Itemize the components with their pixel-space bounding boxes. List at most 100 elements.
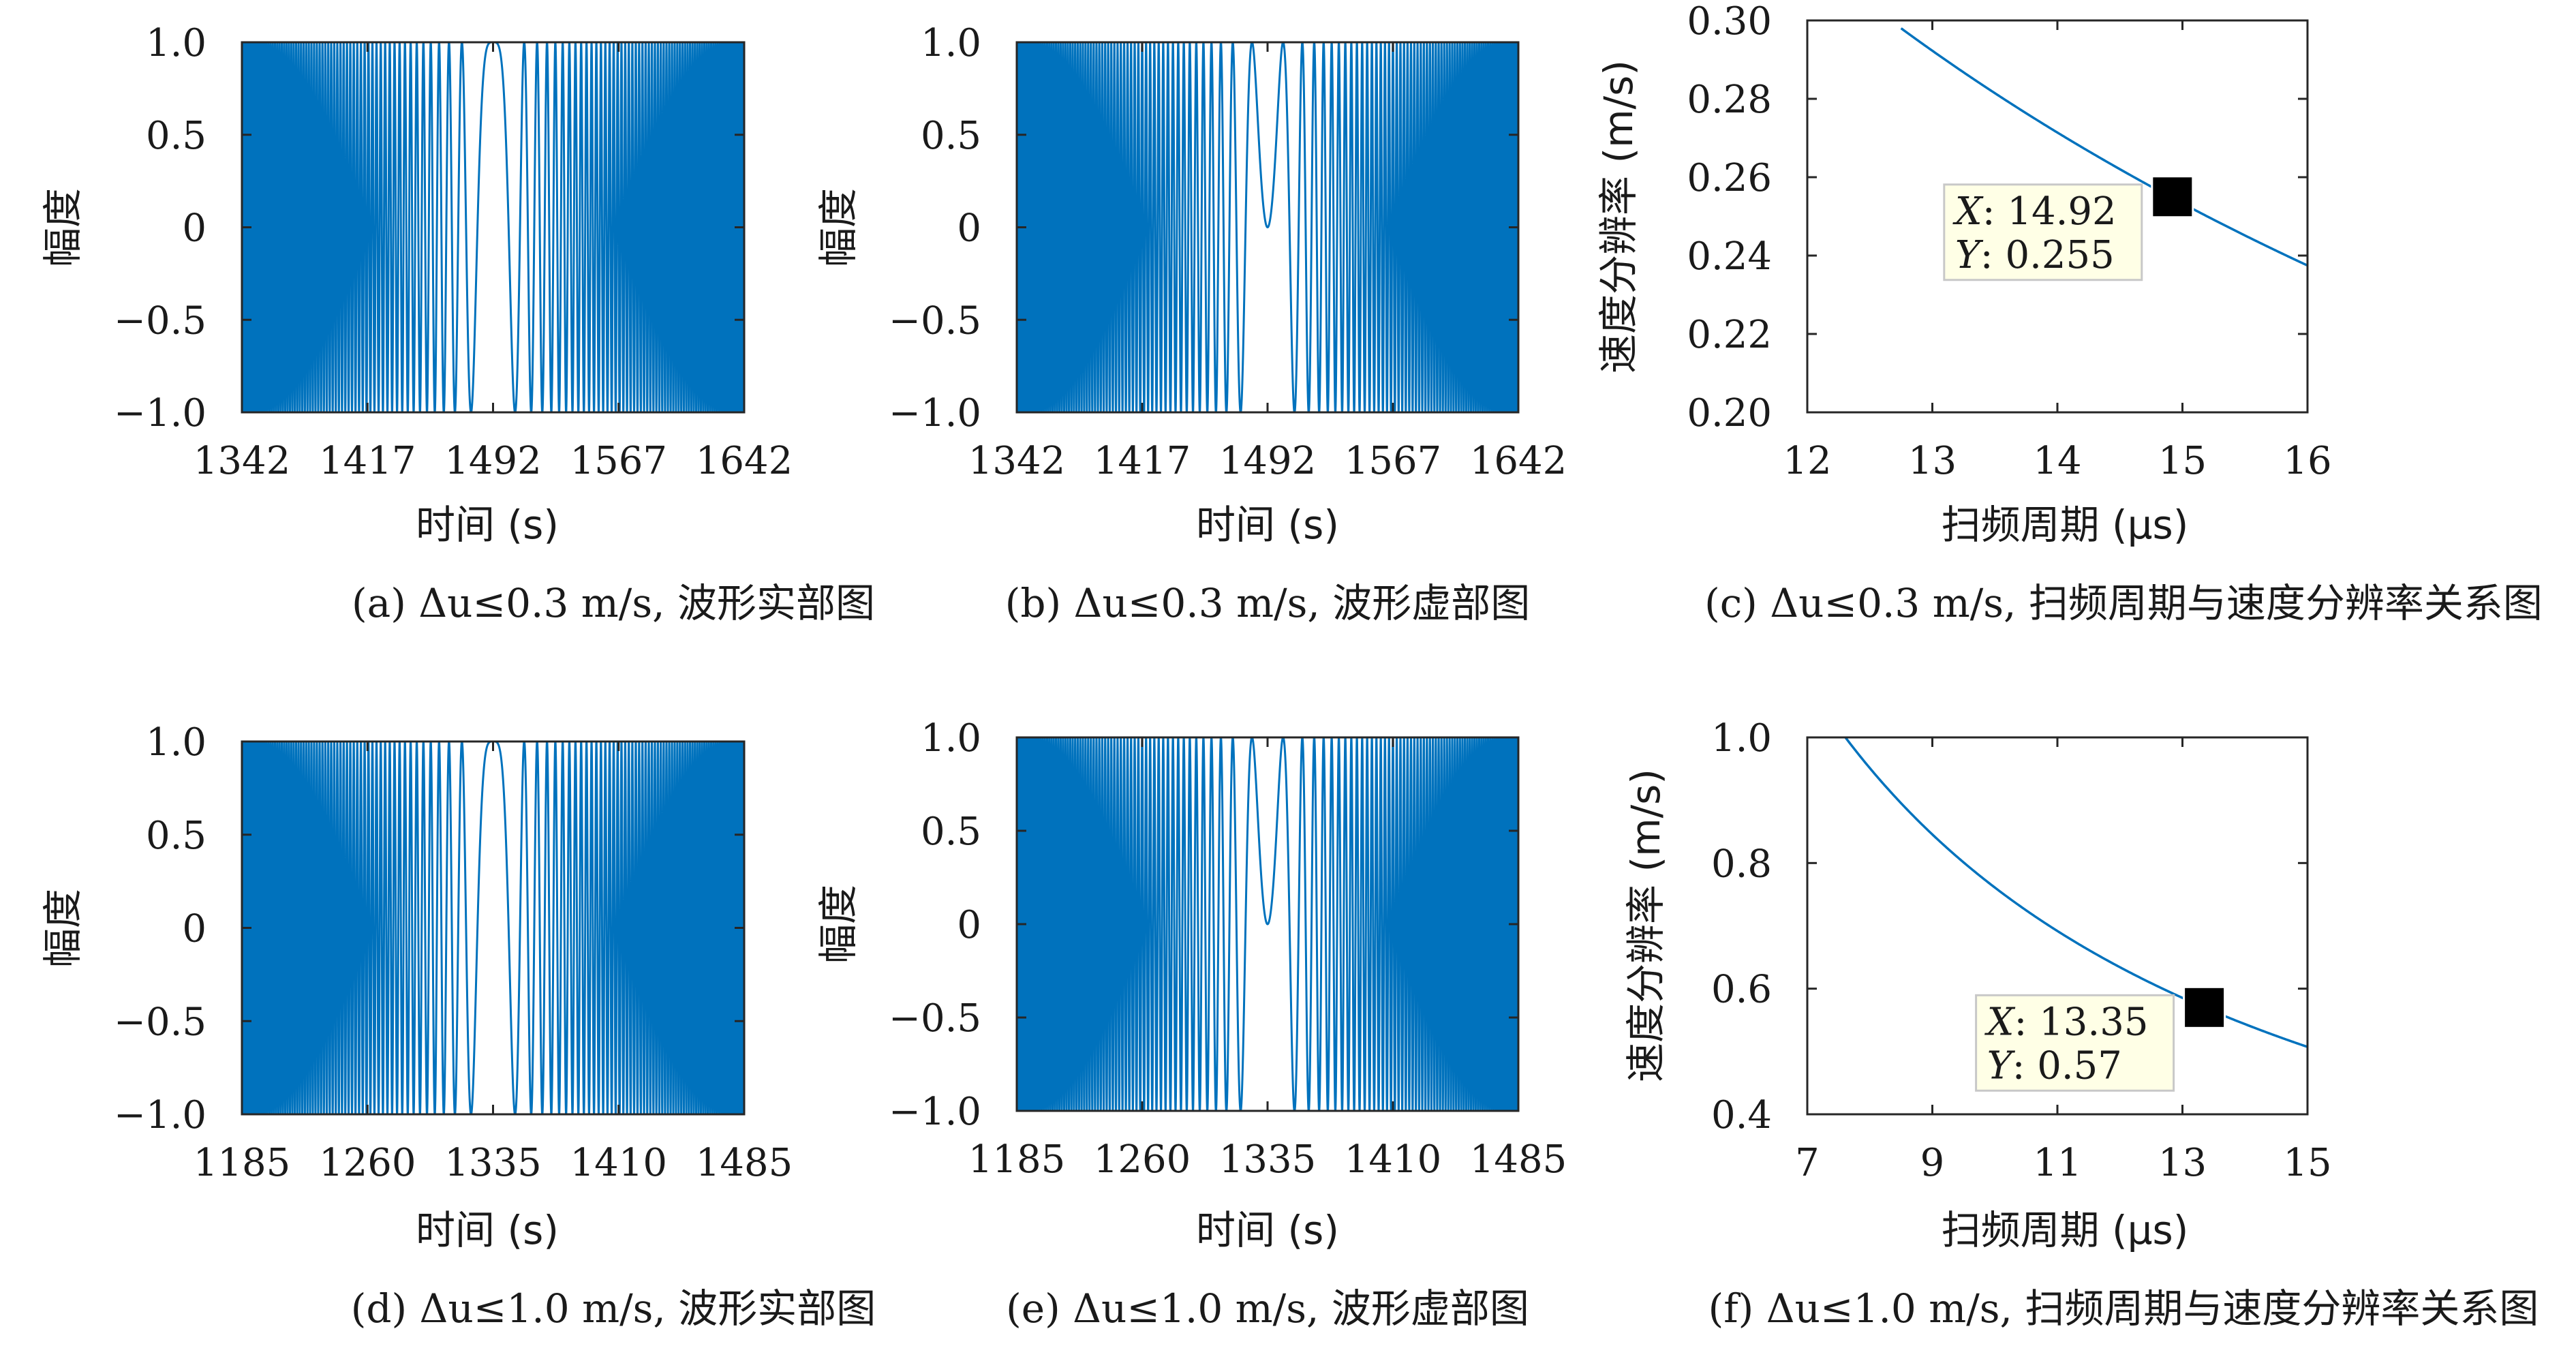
ytick-label: −1.0 bbox=[114, 391, 206, 435]
panel-b: 1342 1417 1492 1567 1642 −1.0 −0.5 0 0.5 1.0 时间 (s… bbox=[815, 21, 1567, 626]
xtick-label: 1410 bbox=[1345, 1137, 1442, 1182]
datatip-y-text: Y: 0.255 bbox=[1955, 233, 2115, 277]
xtick-label: 14 bbox=[2033, 439, 2081, 483]
ytick-label: 1.0 bbox=[921, 21, 981, 65]
datatip-y-text: Y: 0.57 bbox=[1987, 1043, 2122, 1088]
ytick-label: 0.28 bbox=[1687, 78, 1772, 122]
datatip-marker bbox=[2183, 985, 2226, 1029]
xtick-label: 1185 bbox=[968, 1137, 1066, 1182]
ytick-label: 1.0 bbox=[921, 716, 981, 761]
xtick-label: 1417 bbox=[319, 439, 416, 483]
ytick-label: 0.5 bbox=[921, 114, 981, 158]
ytick-label: 0.5 bbox=[146, 814, 206, 858]
xtick-label: 13 bbox=[2158, 1141, 2207, 1185]
x-axis-label: 扫频周期 (μs) bbox=[1942, 1207, 2189, 1253]
panel-c: 12 13 14 15 16 0.20 0.22 0.24 0.26 0.28 0.30 扫频周期 (… bbox=[1595, 0, 2543, 626]
panel-a: 1342 1417 1492 1567 1642 −1.0 −0.5 0 0.5 1.0 时间 (s… bbox=[40, 21, 875, 626]
ytick-label: −0.5 bbox=[114, 299, 206, 343]
datatip-c: X: 14.92Y: 0.255 bbox=[1943, 175, 2194, 281]
ytick-label: 0.30 bbox=[1687, 0, 1772, 44]
ytick-label: 0.24 bbox=[1687, 234, 1772, 279]
ytick-label: 0.5 bbox=[921, 810, 981, 854]
panel-caption: (c) Δu≤0.3 m/s, 扫频周期与速度分辨率关系图 bbox=[1704, 580, 2543, 626]
xtick-label: 1492 bbox=[444, 439, 542, 483]
y-axis-label: 速度分辨率 (m/s) bbox=[1623, 769, 1669, 1082]
xtick-label: 1567 bbox=[570, 439, 667, 483]
panel-caption: (d) Δu≤1.0 m/s, 波形实部图 bbox=[351, 1285, 876, 1332]
xtick-label: 1335 bbox=[444, 1141, 542, 1185]
y-axis-label: 速度分辨率 (m/s) bbox=[1595, 60, 1642, 373]
datatip-marker bbox=[2151, 175, 2194, 219]
ytick-label: 0.22 bbox=[1687, 313, 1772, 357]
xtick-label: 1342 bbox=[194, 439, 291, 483]
series-line-b bbox=[1017, 42, 1518, 412]
xtick-label: 1492 bbox=[1219, 439, 1317, 483]
xtick-label: 15 bbox=[2283, 1141, 2331, 1185]
ytick-label: 1.0 bbox=[146, 21, 206, 65]
ytick-label: 1.0 bbox=[1711, 716, 1772, 761]
xtick-label: 13 bbox=[1908, 439, 1957, 483]
x-axis-label: 时间 (s) bbox=[416, 1207, 559, 1253]
xtick-label: 1642 bbox=[696, 439, 793, 483]
ytick-label: 0.26 bbox=[1687, 156, 1772, 200]
ytick-label: 0 bbox=[182, 907, 206, 951]
xtick-label: 1185 bbox=[194, 1141, 291, 1185]
ytick-label: 0.5 bbox=[146, 114, 206, 158]
xtick-label: 1642 bbox=[1470, 439, 1567, 483]
ytick-label: 0 bbox=[957, 903, 981, 947]
series-line-d bbox=[242, 741, 744, 1114]
ytick-label: 0.6 bbox=[1711, 968, 1772, 1012]
xtick-label: 1417 bbox=[1094, 439, 1191, 483]
ytick-label: −1.0 bbox=[114, 1093, 206, 1137]
xtick-label: 7 bbox=[1795, 1141, 1820, 1185]
xtick-label: 9 bbox=[1920, 1141, 1945, 1185]
xtick-label: 15 bbox=[2158, 439, 2207, 483]
datatip-f: X: 13.35Y: 0.57 bbox=[1975, 985, 2226, 1092]
ytick-label: 0.4 bbox=[1711, 1093, 1772, 1137]
xtick-label: 1335 bbox=[1219, 1137, 1317, 1182]
xtick-label: 1485 bbox=[696, 1141, 793, 1185]
xtick-label: 1260 bbox=[319, 1141, 416, 1185]
x-axis-label: 扫频周期 (μs) bbox=[1942, 502, 2189, 548]
ytick-label: −0.5 bbox=[889, 996, 981, 1041]
ytick-label: −0.5 bbox=[114, 1000, 206, 1044]
ytick-label: −0.5 bbox=[889, 299, 981, 343]
xtick-label: 1342 bbox=[968, 439, 1066, 483]
xtick-label: 1260 bbox=[1094, 1137, 1191, 1182]
ytick-label: 0 bbox=[957, 207, 981, 251]
ytick-label: 0.8 bbox=[1711, 842, 1772, 886]
panel-caption: (f) Δu≤1.0 m/s, 扫频周期与速度分辨率关系图 bbox=[1708, 1285, 2539, 1332]
series-line-f bbox=[1843, 737, 2307, 1048]
datatip-box bbox=[1943, 183, 2143, 281]
x-axis-label: 时间 (s) bbox=[416, 502, 559, 548]
panel-caption: (b) Δu≤0.3 m/s, 波形虚部图 bbox=[1005, 580, 1531, 626]
ytick-label: −1.0 bbox=[889, 391, 981, 435]
panel-f: 7 9 11 13 15 0.4 0.6 0.8 1.0 扫频周期 (μs) 速度分辨率 (m/s)… bbox=[1623, 716, 2539, 1332]
x-axis-label: 时间 (s) bbox=[1196, 502, 1339, 548]
y-axis-label: 幅度 bbox=[815, 188, 861, 267]
datatip-x-text: X: 14.92 bbox=[1952, 189, 2117, 234]
series-line-e bbox=[1017, 737, 1518, 1111]
xtick-label: 16 bbox=[2283, 439, 2331, 483]
series-line-a bbox=[242, 42, 744, 412]
ytick-label: 0 bbox=[182, 207, 206, 251]
ytick-label: 0.20 bbox=[1687, 391, 1772, 435]
y-axis-label: 幅度 bbox=[40, 188, 86, 267]
datatip-box bbox=[1975, 994, 2175, 1092]
panel-caption: (a) Δu≤0.3 m/s, 波形实部图 bbox=[352, 580, 875, 626]
panel-caption: (e) Δu≤1.0 m/s, 波形虚部图 bbox=[1006, 1285, 1529, 1332]
ytick-label: 1.0 bbox=[146, 720, 206, 765]
series-line-c bbox=[1900, 27, 2307, 267]
y-axis-label: 幅度 bbox=[40, 889, 86, 968]
xtick-label: 11 bbox=[2033, 1141, 2081, 1185]
x-axis-label: 时间 (s) bbox=[1196, 1207, 1339, 1253]
xtick-label: 1410 bbox=[570, 1141, 667, 1185]
xtick-label: 1567 bbox=[1345, 439, 1442, 483]
panel-d: 1185 1260 1335 1410 1485 −1.0 −0.5 0 0.5 1.0 时间 (s… bbox=[40, 720, 876, 1332]
panel-e: 1185 1260 1335 1410 1485 −1.0 −0.5 0 0.5 1.0 时间 (s… bbox=[815, 716, 1567, 1332]
ytick-label: −1.0 bbox=[889, 1090, 981, 1134]
y-axis-label: 幅度 bbox=[815, 885, 861, 964]
datatip-x-text: X: 13.35 bbox=[1984, 1000, 2149, 1044]
xtick-label: 1485 bbox=[1470, 1137, 1567, 1182]
